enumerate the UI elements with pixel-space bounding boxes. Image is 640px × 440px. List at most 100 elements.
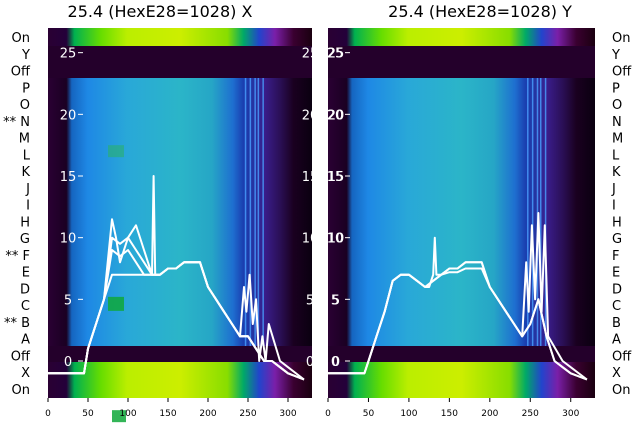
series-line (48, 261, 305, 381)
row-label: P (22, 81, 30, 96)
row-label: B (612, 316, 621, 331)
row-label: K (21, 165, 30, 180)
row-label: ** B (4, 316, 30, 331)
y-tick-label-secondary: 0 (332, 355, 340, 370)
y-tick-label: 15 (327, 170, 344, 185)
row-label: A (21, 333, 30, 348)
x-tick-label: 0 (325, 409, 331, 419)
heatmap-off-band-top (328, 46, 595, 78)
chart-panel-x: 0 5 10 15 20 25 0 5 10 15 20 25 0 50 100 150 200 250 300 On… (3, 2, 319, 423)
row-label: G (612, 232, 622, 247)
y-tick-label-secondary: 5 (306, 293, 314, 308)
row-label: ** F (5, 249, 30, 264)
row-label: L (612, 148, 620, 163)
y-tick-label-secondary: 5 (332, 293, 340, 308)
heatmap-off-band-bottom (48, 346, 312, 362)
heatmap-blob (112, 410, 126, 423)
heatmap-on-band-top (328, 28, 595, 46)
row-label: Off (612, 349, 632, 364)
row-label: I (612, 199, 616, 214)
row-label: P (612, 81, 620, 96)
row-label: Y (21, 48, 30, 63)
row-label: C (21, 299, 30, 314)
x-tick-label: 250 (522, 409, 539, 419)
chart-panel-y: 0 5 10 15 20 25 0 5 10 15 20 25 0 50 100 150 200 250 300 On… (320, 0, 640, 440)
heatmap-streak (527, 78, 529, 346)
x-tick-label: 200 (481, 409, 498, 419)
y-tick-label-secondary: 15 (302, 170, 319, 185)
y-tick-label: 25 (327, 47, 344, 62)
y-tick-label: 20 (327, 108, 344, 123)
heatmap-streak (249, 78, 252, 346)
y-tick-label: 10 (327, 232, 344, 247)
row-label: Off (11, 349, 31, 364)
heatmap-streak (539, 78, 542, 346)
row-label: ** N (3, 115, 30, 130)
y-tick-label: 0 (331, 355, 339, 370)
x-tick-label: 50 (363, 409, 375, 419)
x-tick-label: 100 (400, 409, 417, 419)
x-tick-label: 100 (119, 409, 136, 419)
row-label: G (20, 232, 30, 247)
row-label: D (612, 282, 622, 297)
row-label: C (612, 299, 621, 314)
x-tick-label: 150 (159, 409, 176, 419)
x-tick-label: 0 (45, 409, 51, 419)
y-tick-label: 15 (60, 170, 77, 185)
row-label: I (26, 199, 30, 214)
row-label: X (21, 366, 30, 381)
row-label: L (23, 148, 31, 163)
heatmap-blob (108, 296, 124, 311)
y-tick-label-secondary: 20 (302, 108, 319, 123)
row-label: On (12, 31, 30, 46)
row-label: M (19, 132, 30, 147)
row-label: M (612, 132, 623, 147)
row-label: K (612, 165, 621, 180)
heatmap-blob (108, 145, 124, 158)
row-label: J (25, 182, 30, 197)
row-label: E (612, 266, 620, 281)
row-label: O (612, 98, 622, 113)
row-label: O (20, 98, 30, 113)
y-tick-label-secondary: 0 (306, 355, 314, 370)
heatmap-streak (244, 78, 247, 346)
heatmap-streak (544, 78, 547, 346)
row-label: F (612, 249, 619, 264)
row-label: E (22, 266, 30, 281)
row-label: A (612, 333, 621, 348)
x-tick-label: 250 (239, 409, 256, 419)
y-tick-label: 5 (64, 293, 72, 308)
y-tick-label: 0 (64, 355, 72, 370)
row-label: X (612, 366, 621, 381)
x-tick-label: 150 (441, 409, 458, 419)
heatmap-on-band-bottom (328, 362, 595, 398)
row-label: On (612, 383, 630, 398)
row-label: J (611, 182, 616, 197)
y-tick-label: 5 (331, 293, 339, 308)
x-tick-label: 50 (82, 409, 94, 419)
y-tick-label-secondary: 20 (328, 108, 345, 123)
heatmap-streak (536, 78, 539, 346)
series-line (328, 267, 588, 381)
row-label: N (612, 115, 622, 130)
heatmap-streak (262, 78, 264, 346)
heatmap-streak (257, 78, 260, 346)
row-label: H (20, 215, 30, 230)
row-label: On (612, 31, 630, 46)
x-tick-label: 200 (199, 409, 216, 419)
y-tick-label: 25 (60, 47, 77, 62)
y-tick-label-secondary: 10 (302, 232, 319, 247)
row-label: On (12, 383, 30, 398)
row-label: Off (612, 65, 632, 80)
chart-title-x: 25.4 (HexE28=1028) X (67, 2, 253, 21)
y-tick-label-secondary: 25 (302, 47, 319, 62)
heatmap-off-band-top (48, 46, 312, 78)
heatmap-body (328, 78, 595, 346)
y-tick-label-secondary: 10 (328, 232, 345, 247)
x-tick-label: 300 (562, 409, 579, 419)
y-tick-label: 20 (60, 108, 77, 123)
heatmap-streak (254, 78, 256, 346)
heatmap-on-band-bottom (48, 362, 312, 398)
